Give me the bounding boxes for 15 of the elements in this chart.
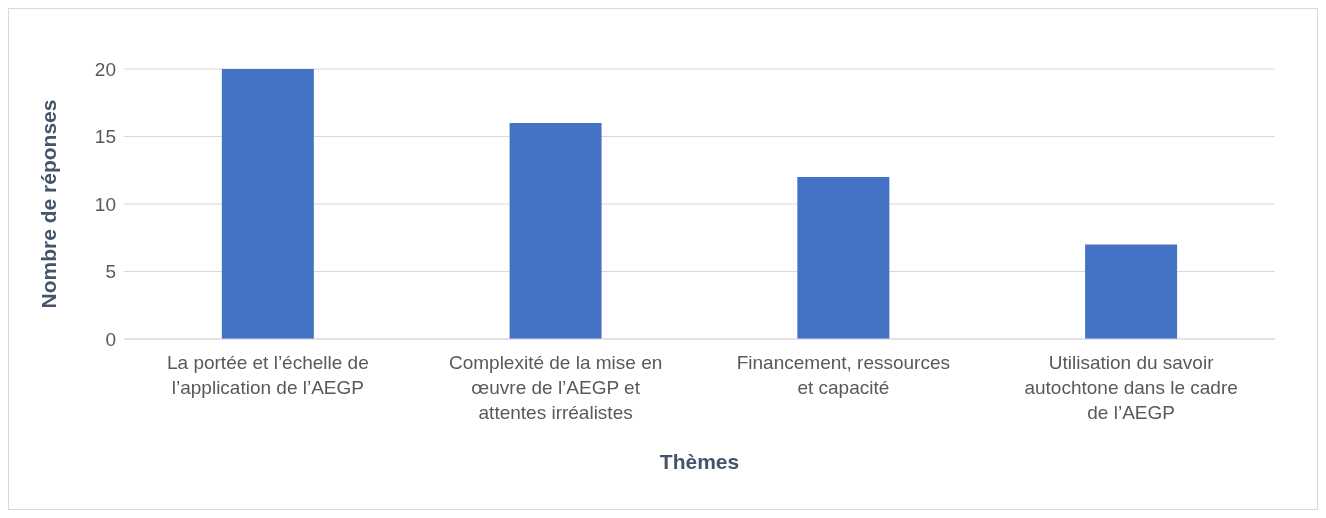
y-tick-label: 5 [105, 261, 116, 283]
y-tick-label: 10 [94, 193, 116, 215]
x-tick-label: Financement, ressources et capacité [736, 352, 951, 398]
bar [1085, 244, 1178, 339]
bar [509, 123, 602, 339]
bar [221, 69, 314, 339]
x-tick-label: Complexité de la mise en œuvre de l’AEGP et attentes irréalistes [448, 352, 663, 423]
y-tick-label: 0 [105, 328, 116, 350]
y-axis-title: Nombre de réponses [37, 99, 61, 309]
x-tick-label: Utilisation du savoir autochtone dans le cadre de l’AEGP [1024, 352, 1238, 423]
x-axis-title: Thèmes [659, 450, 740, 473]
y-tick-label: 15 [94, 126, 116, 148]
bar [797, 177, 890, 339]
x-tick-label: La portée et l’échelle de l’application de l’AEGP [166, 352, 369, 398]
y-tick-label: 20 [94, 58, 116, 80]
